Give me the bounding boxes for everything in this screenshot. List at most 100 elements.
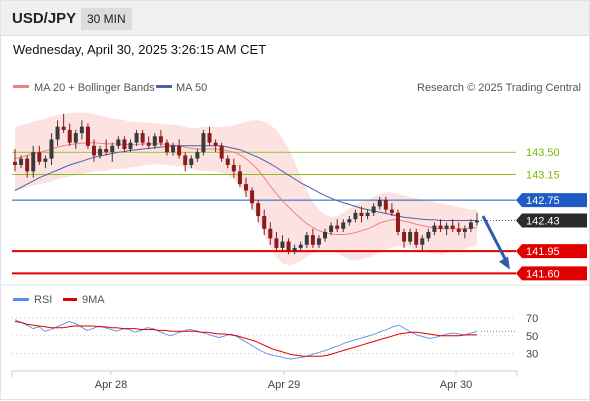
candle-body: [389, 209, 394, 213]
candle-body: [371, 206, 376, 213]
candle-body: [444, 225, 449, 229]
candlestick: [164, 139, 169, 156]
candlestick: [244, 177, 248, 197]
candlestick: [420, 235, 425, 252]
credit-label: Research © 2025 Trading Central: [417, 82, 581, 94]
candlestick: [359, 206, 364, 223]
candle-body: [67, 129, 72, 143]
candlestick: [116, 136, 121, 150]
candlestick: [207, 126, 212, 146]
candle-body: [146, 142, 151, 146]
candlestick: [304, 231, 309, 248]
candlestick: [85, 123, 90, 150]
candlestick: [43, 155, 48, 169]
candle-body: [286, 241, 291, 252]
candle-body: [426, 231, 431, 239]
ma20-legend-label: MA 20 + Bollinger Bands: [34, 82, 155, 94]
candle-body: [456, 228, 461, 232]
candle-body: [177, 145, 182, 156]
candle-body: [377, 200, 382, 207]
candle-body: [116, 139, 121, 146]
candlestick: [286, 238, 291, 255]
timeframe-button[interactable]: 30 MIN: [81, 8, 132, 30]
candlestick: [225, 155, 230, 169]
candlestick: [67, 123, 72, 146]
pivot-tag: [516, 193, 587, 208]
candlestick: [468, 219, 473, 232]
rsi-legend-label: RSI: [34, 294, 52, 306]
candle-body: [383, 200, 388, 210]
candle-body: [98, 149, 103, 156]
candlestick: [128, 139, 133, 153]
candlestick: [329, 222, 334, 236]
candle-body: [79, 126, 84, 134]
candle-body: [262, 216, 267, 229]
candle-body: [207, 133, 212, 143]
candle-body: [213, 142, 218, 146]
candle-body: [201, 133, 206, 153]
candle-body: [274, 238, 279, 248]
candle-body: [85, 126, 90, 146]
candlestick: [134, 129, 139, 146]
candlestick: [402, 228, 407, 248]
rsi-tick-label: 70: [526, 313, 538, 325]
candlestick: [37, 145, 42, 165]
candlestick: [201, 129, 206, 156]
candlestick: [414, 228, 419, 248]
candlestick: [268, 222, 273, 245]
candlestick: [274, 231, 279, 252]
candlestick: [231, 158, 236, 178]
candle-body: [13, 161, 17, 165]
candlestick: [462, 225, 467, 239]
ma50-legend-swatch: [156, 85, 172, 88]
candle-body: [19, 158, 24, 165]
symbol-label: USD/JPY: [12, 10, 77, 27]
candle-body: [219, 145, 224, 159]
candlestick: [475, 212, 479, 226]
candle-body: [450, 225, 455, 229]
candlestick: [158, 129, 163, 146]
candle-body: [128, 142, 133, 150]
candle-body: [250, 190, 255, 204]
candle-body: [365, 212, 370, 217]
rsi-line: [14, 319, 478, 360]
candle-body: [353, 212, 358, 220]
candle-body: [359, 212, 364, 217]
candle-body: [140, 133, 145, 143]
datetime-label: Wednesday, April 30, 2025 3:26:15 AM CET: [13, 42, 267, 57]
candlestick: [171, 142, 176, 156]
candlestick: [432, 222, 437, 236]
candlestick: [444, 222, 449, 236]
ma50-line: [14, 145, 477, 221]
candlestick: [426, 228, 431, 242]
candlestick: [189, 155, 194, 169]
candlestick: [438, 219, 443, 232]
candlestick: [377, 196, 382, 210]
candlestick: [13, 149, 17, 172]
ma20-line: [14, 142, 478, 235]
candle-body: [310, 235, 315, 245]
candle-body: [298, 244, 303, 248]
candlestick: [61, 113, 66, 134]
forecast-arrow-shaft: [481, 215, 509, 264]
candlestick: [92, 139, 97, 162]
candle-body: [420, 238, 425, 245]
candlestick: [19, 155, 24, 169]
candlestick: [195, 149, 200, 162]
candlestick: [55, 120, 60, 146]
candlestick: [146, 136, 151, 150]
candle-body: [329, 225, 334, 232]
candlestick: [456, 222, 461, 236]
ma9-legend-swatch: [63, 298, 77, 301]
candlestick: [383, 196, 388, 213]
candlestick: [31, 145, 36, 178]
rsi-tick-label: 30: [526, 349, 538, 361]
x-axis-label: Apr 30: [440, 379, 472, 391]
candlestick: [177, 139, 182, 159]
candle-body: [414, 231, 419, 245]
candle-body: [432, 225, 437, 232]
support-tag: [516, 266, 587, 281]
candlestick: [316, 235, 321, 248]
candlestick: [110, 142, 115, 162]
candlestick: [389, 203, 394, 217]
